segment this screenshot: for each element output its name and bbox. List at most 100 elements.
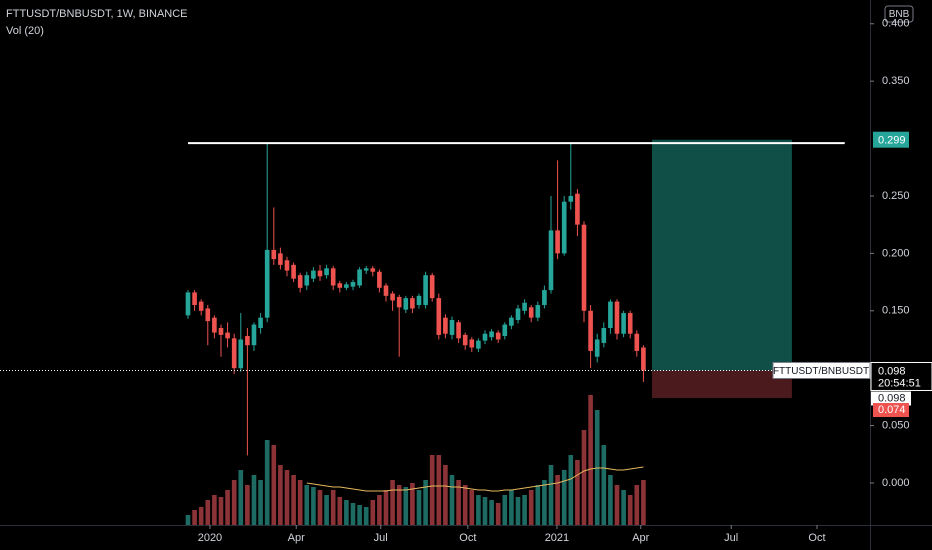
volume-bar xyxy=(377,495,382,525)
volume-bar xyxy=(561,470,567,525)
volume-bar xyxy=(212,495,217,525)
entry-label-box xyxy=(871,391,911,406)
candle-body xyxy=(561,201,567,254)
volume-bar xyxy=(575,460,580,525)
volume-bar xyxy=(515,497,521,525)
volume-bar xyxy=(462,485,468,525)
volume-bar xyxy=(581,430,587,525)
candle-body xyxy=(621,313,626,334)
volume-bar xyxy=(357,505,362,525)
volume-bar xyxy=(410,483,415,525)
volume-bar xyxy=(502,495,508,525)
candle-body xyxy=(614,301,620,334)
candle-body xyxy=(515,308,521,320)
candle-body xyxy=(337,283,343,288)
candle-body xyxy=(324,268,329,276)
volume-bar xyxy=(443,465,448,525)
target-label-box xyxy=(873,131,909,148)
chart-title: FTTUSDT/BNBUSDT, 1W, BINANCE xyxy=(6,8,188,20)
volume-bar xyxy=(383,490,389,525)
candle-body xyxy=(396,296,402,308)
last-price-box xyxy=(870,361,932,391)
candle-body xyxy=(410,298,415,309)
candle-body xyxy=(542,290,547,306)
candle-body xyxy=(278,253,283,265)
candle-body xyxy=(258,317,263,328)
x-tick-label: Apr xyxy=(288,532,305,544)
countdown-label: 20:54:51 xyxy=(878,377,921,389)
volume-ma-line xyxy=(306,466,644,492)
profit-zone xyxy=(651,139,792,371)
candle-body xyxy=(476,340,481,349)
volume-bar xyxy=(304,485,310,525)
candle-body xyxy=(291,264,296,279)
volume-bar xyxy=(548,465,554,525)
candle-body xyxy=(469,339,475,348)
x-tick-label: Oct xyxy=(808,532,825,544)
candle-body xyxy=(330,268,336,286)
currency-label: BNB xyxy=(889,9,910,20)
candle-body xyxy=(555,230,560,254)
volume-bar xyxy=(456,480,461,525)
volume-bar xyxy=(476,495,481,525)
volume-bar xyxy=(429,455,435,525)
y-tick-label: 0.250 xyxy=(882,190,910,202)
volume-bar xyxy=(271,445,277,525)
candle-body xyxy=(522,302,527,311)
candle-body xyxy=(641,347,646,371)
currency-badge[interactable] xyxy=(884,5,914,23)
volume-bar xyxy=(337,497,343,525)
volume-bar xyxy=(403,487,409,525)
volume-bar xyxy=(495,503,501,525)
y-tick-label: 0.200 xyxy=(882,247,910,259)
volume-bar xyxy=(608,475,613,525)
symbol-label: FTTUSDT/BNBUSDT xyxy=(773,366,869,377)
candle-body xyxy=(304,275,310,286)
candle-body xyxy=(634,333,640,351)
volume-bar xyxy=(264,440,270,525)
candle-body xyxy=(528,307,534,318)
candle-body xyxy=(383,285,389,296)
candle-body xyxy=(238,339,244,369)
candle-body xyxy=(390,293,395,301)
volume-bar xyxy=(218,497,224,525)
volume-bar xyxy=(449,475,455,525)
volume-bar xyxy=(634,485,640,525)
volume-bar xyxy=(251,475,257,525)
volume-bar xyxy=(297,480,303,525)
last-price-label: 0.098 xyxy=(878,365,906,377)
x-tick-label: 2020 xyxy=(198,532,222,544)
volume-bar xyxy=(205,500,211,525)
volume-bar xyxy=(192,510,197,525)
volume-bar xyxy=(278,465,283,525)
candle-body xyxy=(218,327,224,335)
candle-body xyxy=(370,268,376,272)
volume-bar xyxy=(621,490,626,525)
x-tick-label: 2021 xyxy=(545,532,569,544)
candle-body xyxy=(568,195,574,202)
volume-bar xyxy=(482,497,488,525)
candle-body xyxy=(608,301,613,328)
candle-body xyxy=(588,310,593,351)
volume-bar xyxy=(238,470,244,525)
volume-bar xyxy=(284,470,290,525)
x-tick-label: Apr xyxy=(632,532,649,544)
volume-bar xyxy=(601,445,607,525)
candle-body xyxy=(363,268,369,271)
volume-bar xyxy=(416,490,422,525)
candle-body xyxy=(264,249,270,318)
candle-body xyxy=(403,298,409,310)
candle-body xyxy=(502,324,508,337)
volume-bar xyxy=(291,475,296,525)
volume-bar xyxy=(225,490,230,525)
candle-body xyxy=(192,292,197,306)
x-tick-label: Oct xyxy=(459,532,476,544)
volume-bar xyxy=(231,480,237,525)
volume-bar xyxy=(350,503,356,525)
volume-bar xyxy=(489,500,494,525)
x-tick-label: Jul xyxy=(374,532,388,544)
candle-body xyxy=(284,260,290,271)
volume-bar xyxy=(627,495,633,525)
volume-bar xyxy=(363,507,369,525)
